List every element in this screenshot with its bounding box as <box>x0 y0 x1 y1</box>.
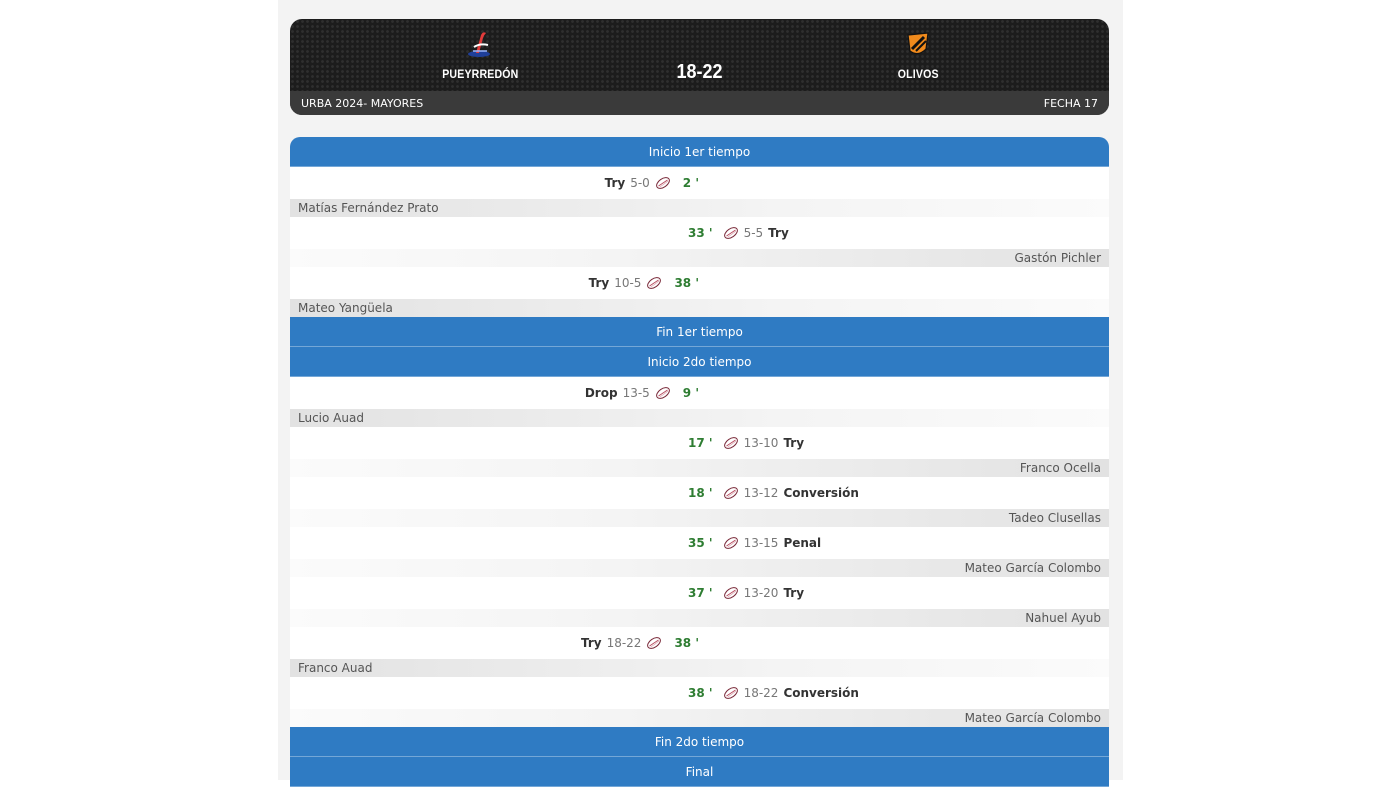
event-player: Franco Ocella <box>290 459 1109 477</box>
event-row: 17 ' 13-10 Try <box>290 427 1109 459</box>
away-team[interactable]: OLIVOS <box>838 29 998 82</box>
event-score: 5-5 <box>743 226 764 240</box>
event-type: Penal <box>783 536 822 550</box>
event-home: Try 5-0 2 ' <box>605 176 699 190</box>
event-player: Mateo Yangüela <box>290 299 1109 317</box>
page: PUEYRREDÓN 18-22 OLIVOS URBA 2024- MAYOR… <box>278 0 1123 787</box>
event-away: 35 ' 13-15 Penal <box>688 536 821 550</box>
event-away: 18 ' 13-12 Conversión <box>688 486 859 500</box>
event-row: 38 ' 18-22 Conversión <box>290 677 1109 709</box>
event-row: 33 ' 5-5 Try <box>290 217 1109 249</box>
event-score: 13-20 <box>743 586 779 600</box>
tournament-label: URBA 2024- MAYORES <box>301 96 424 110</box>
rugby-ball-icon <box>723 226 739 240</box>
event-type: Try <box>588 276 610 290</box>
event-away: 38 ' 18-22 Conversión <box>688 686 859 700</box>
olivos-logo-icon <box>907 32 929 55</box>
event-row: Drop 13-5 9 ' <box>290 377 1109 409</box>
round-label: FECHA 17 <box>1043 96 1098 110</box>
event-minute: 17 ' <box>688 436 713 450</box>
event-away: 33 ' 5-5 Try <box>688 226 789 240</box>
away-team-name: OLIVOS <box>897 67 939 81</box>
home-team[interactable]: PUEYRREDÓN <box>400 29 560 82</box>
event-score: 13-15 <box>743 536 779 550</box>
event-score: 5-0 <box>630 176 650 190</box>
event-player: Mateo García Colombo <box>290 709 1109 727</box>
event-player: Franco Auad <box>290 659 1109 677</box>
rugby-ball-icon <box>723 436 739 450</box>
rugby-ball-icon <box>646 276 662 290</box>
event-minute: 9 ' <box>682 386 699 400</box>
event-away: 17 ' 13-10 Try <box>688 436 804 450</box>
event-minute: 38 ' <box>674 636 699 650</box>
home-team-name: PUEYRREDÓN <box>441 67 519 81</box>
event-type: Try <box>768 226 789 240</box>
event-score: 13-10 <box>743 436 779 450</box>
event-type: Conversión <box>783 486 859 500</box>
event-type: Try <box>783 586 805 600</box>
event-type: Conversión <box>783 686 859 700</box>
event-row: Try 5-0 2 ' <box>290 167 1109 199</box>
match-timeline: Inicio 1er tiempo Try 5-0 2 ' Matías Fer… <box>290 137 1109 787</box>
event-home: Try 18-22 38 ' <box>581 636 699 650</box>
event-minute: 18 ' <box>688 486 713 500</box>
rugby-ball-icon <box>723 536 739 550</box>
pueyrredon-logo-icon <box>468 32 490 57</box>
event-player: Gastón Pichler <box>290 249 1109 267</box>
rugby-ball-icon <box>646 636 662 650</box>
event-type: Drop <box>584 386 618 400</box>
event-away: 37 ' 13-20 Try <box>688 586 804 600</box>
event-type: Try <box>580 636 602 650</box>
rugby-ball-icon <box>655 176 671 190</box>
rugby-ball-icon <box>723 686 739 700</box>
event-home: Try 10-5 38 ' <box>589 276 699 290</box>
event-minute: 2 ' <box>682 176 699 190</box>
event-player: Nahuel Ayub <box>290 609 1109 627</box>
event-player: Mateo García Colombo <box>290 559 1109 577</box>
match-score: 18-22 <box>676 61 723 83</box>
rugby-ball-icon <box>655 386 671 400</box>
event-player: Tadeo Clusellas <box>290 509 1109 527</box>
event-row: Try 10-5 38 ' <box>290 267 1109 299</box>
event-type: Try <box>783 436 805 450</box>
rugby-ball-icon <box>723 486 739 500</box>
event-row: 35 ' 13-15 Penal <box>290 527 1109 559</box>
rugby-ball-icon <box>723 586 739 600</box>
phase-final: Final <box>290 757 1109 787</box>
phase-end-second-half: Fin 2do tiempo <box>290 727 1109 757</box>
event-score: 13-12 <box>743 486 779 500</box>
event-score: 13-5 <box>622 386 650 400</box>
event-minute: 37 ' <box>688 586 713 600</box>
event-minute: 35 ' <box>688 536 713 550</box>
event-row: 18 ' 13-12 Conversión <box>290 477 1109 509</box>
event-minute: 38 ' <box>674 276 699 290</box>
event-row: 37 ' 13-20 Try <box>290 577 1109 609</box>
phase-start-first-half: Inicio 1er tiempo <box>290 137 1109 167</box>
event-player: Lucio Auad <box>290 409 1109 427</box>
event-score: 18-22 <box>743 686 779 700</box>
event-type: Try <box>604 176 626 190</box>
phase-end-first-half: Fin 1er tiempo <box>290 317 1109 347</box>
event-player: Matías Fernández Prato <box>290 199 1109 217</box>
event-minute: 38 ' <box>688 686 713 700</box>
event-row: Try 18-22 38 ' <box>290 627 1109 659</box>
event-home: Drop 13-5 9 ' <box>585 386 699 400</box>
event-score: 18-22 <box>606 636 642 650</box>
match-info-bar: URBA 2024- MAYORES FECHA 17 <box>290 91 1109 115</box>
event-minute: 33 ' <box>688 226 713 240</box>
match-header-card[interactable]: PUEYRREDÓN 18-22 OLIVOS URBA 2024- MAYOR… <box>290 19 1109 115</box>
phase-start-second-half: Inicio 2do tiempo <box>290 347 1109 377</box>
event-score: 10-5 <box>614 276 642 290</box>
